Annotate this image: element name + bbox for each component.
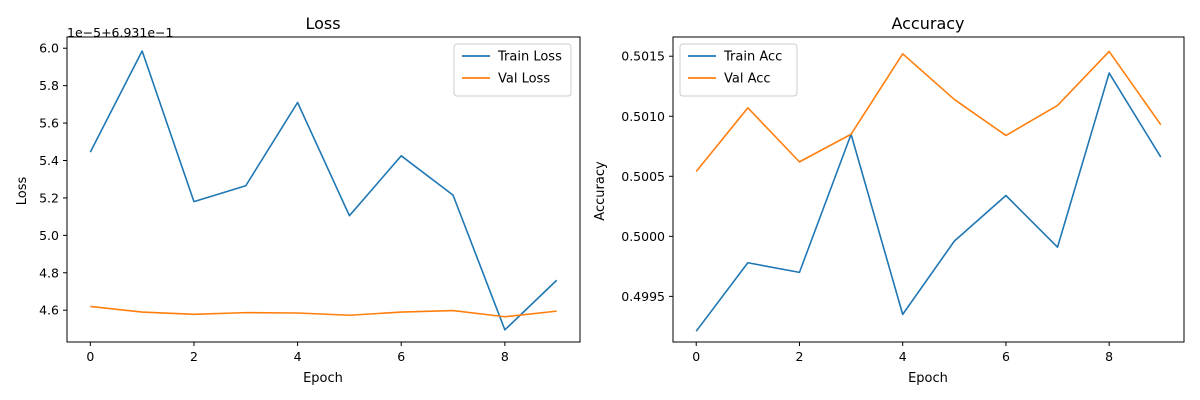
accuracy-point-train-acc [1160, 156, 1162, 158]
loss-y-tick-label: 5.4 [39, 153, 59, 168]
loss-y-tick-label: 6.0 [39, 41, 59, 56]
loss-x-tick-label: 6 [397, 349, 405, 364]
loss-y-offset-label: 1e−5+6.931e−1 [67, 25, 173, 40]
loss-point-train-loss [245, 185, 247, 187]
loss-axes-frame [66, 36, 581, 343]
loss-legend-label-train-loss: Train Loss [497, 50, 562, 65]
loss-point-train-loss [348, 214, 350, 216]
accuracy-point-val-acc [1056, 104, 1058, 106]
loss-point-train-loss [193, 200, 195, 202]
accuracy-legend-label-val-acc: Val Acc [724, 72, 771, 87]
loss-point-val-loss [348, 314, 350, 316]
accuracy-y-tick-label: 0.5010 [621, 109, 665, 124]
loss-point-val-loss [245, 311, 247, 313]
loss-point-val-loss [296, 312, 298, 314]
loss-chart: Loss 1e−5+6.931e−1 Epoch Loss 0 2 4 6 8 4.6 4.… [15, 14, 581, 386]
accuracy-series-val-acc [695, 50, 1162, 172]
loss-point-val-loss [452, 309, 454, 311]
loss-plot-area: 0 2 4 6 8 4.6 4.8 5.0 5.2 5.4 5.6 5.8 6.0 Train Loss V… [39, 36, 581, 364]
accuracy-point-val-acc [1005, 134, 1007, 136]
loss-y-tick-label: 5.2 [39, 190, 59, 205]
accuracy-point-val-acc [1160, 123, 1162, 125]
accuracy-point-val-acc [747, 107, 749, 109]
accuracy-y-tick-label: 0.5005 [621, 169, 665, 184]
accuracy-y-axis-label: Accuracy [593, 161, 608, 221]
loss-legend: Train Loss Val Loss [453, 43, 572, 97]
loss-y-axis-label: Loss [15, 177, 30, 206]
loss-legend-label-val-loss: Val Loss [498, 72, 550, 87]
loss-x-tick-label: 0 [86, 349, 94, 364]
loss-point-val-loss [504, 316, 506, 318]
loss-y-tick-label: 5.8 [39, 78, 59, 93]
loss-point-train-loss [452, 194, 454, 196]
accuracy-x-tick-label: 6 [1002, 349, 1010, 364]
loss-x-tick-label: 8 [501, 349, 509, 364]
loss-point-val-loss [141, 311, 143, 313]
accuracy-point-train-acc [1005, 194, 1007, 196]
loss-point-val-loss [400, 311, 402, 313]
loss-x-tick-label: 2 [190, 349, 198, 364]
loss-y-tick-label: 5.0 [39, 228, 59, 243]
accuracy-point-val-acc [1108, 50, 1110, 52]
accuracy-point-train-acc [695, 330, 697, 332]
loss-series-val-loss [90, 305, 557, 318]
loss-point-val-loss [555, 310, 557, 312]
loss-point-train-loss [504, 329, 506, 331]
accuracy-point-train-acc [1056, 246, 1058, 248]
accuracy-series-train-acc [695, 72, 1162, 332]
accuracy-chart: Accuracy Epoch Accuracy 0 2 4 6 8 0.4995 0.500… [593, 14, 1185, 386]
accuracy-point-train-acc [798, 271, 800, 273]
accuracy-legend: Train Acc Val Acc [679, 43, 798, 97]
accuracy-point-val-acc [901, 53, 903, 55]
accuracy-legend-label-train-acc: Train Acc [723, 50, 782, 65]
accuracy-point-train-acc [747, 262, 749, 264]
accuracy-point-val-acc [695, 170, 697, 172]
accuracy-y-tick-label: 0.4995 [621, 289, 665, 304]
loss-legend-box [453, 43, 572, 97]
loss-point-val-loss [193, 313, 195, 315]
accuracy-point-train-acc [901, 313, 903, 315]
loss-point-train-loss [296, 101, 298, 103]
accuracy-chart-title: Accuracy [891, 14, 964, 33]
accuracy-y-tick-label: 0.5015 [621, 49, 665, 64]
loss-y-tick-label: 4.8 [39, 265, 59, 280]
accuracy-y-tick-label: 0.5000 [621, 229, 665, 244]
accuracy-x-tick-label: 2 [795, 349, 803, 364]
loss-chart-title: Loss [305, 14, 340, 33]
accuracy-x-tick-label: 0 [692, 349, 700, 364]
accuracy-x-tick-label: 8 [1105, 349, 1113, 364]
loss-y-tick-label: 5.6 [39, 116, 59, 131]
loss-point-train-loss [555, 279, 557, 281]
loss-point-train-loss [400, 155, 402, 157]
loss-y-tick-label: 4.6 [39, 303, 59, 318]
accuracy-x-tick-label: 4 [899, 349, 907, 364]
accuracy-legend-box [679, 43, 798, 97]
accuracy-point-train-acc [1108, 72, 1110, 74]
accuracy-point-val-acc [850, 133, 852, 135]
accuracy-point-val-acc [798, 161, 800, 163]
loss-point-train-loss [89, 151, 91, 153]
loss-x-axis-label: Epoch [303, 371, 343, 386]
loss-point-val-loss [89, 305, 91, 307]
accuracy-point-train-acc [953, 240, 955, 242]
accuracy-x-axis-label: Epoch [908, 371, 948, 386]
accuracy-axes-frame [672, 36, 1185, 343]
accuracy-plot-area: 0 2 4 6 8 0.4995 0.5000 0.5005 0.5010 0.5015 Train… [621, 36, 1185, 364]
accuracy-point-val-acc [953, 98, 955, 100]
loss-point-train-loss [141, 50, 143, 52]
loss-series-train-loss [89, 50, 558, 331]
loss-x-tick-label: 4 [294, 349, 302, 364]
